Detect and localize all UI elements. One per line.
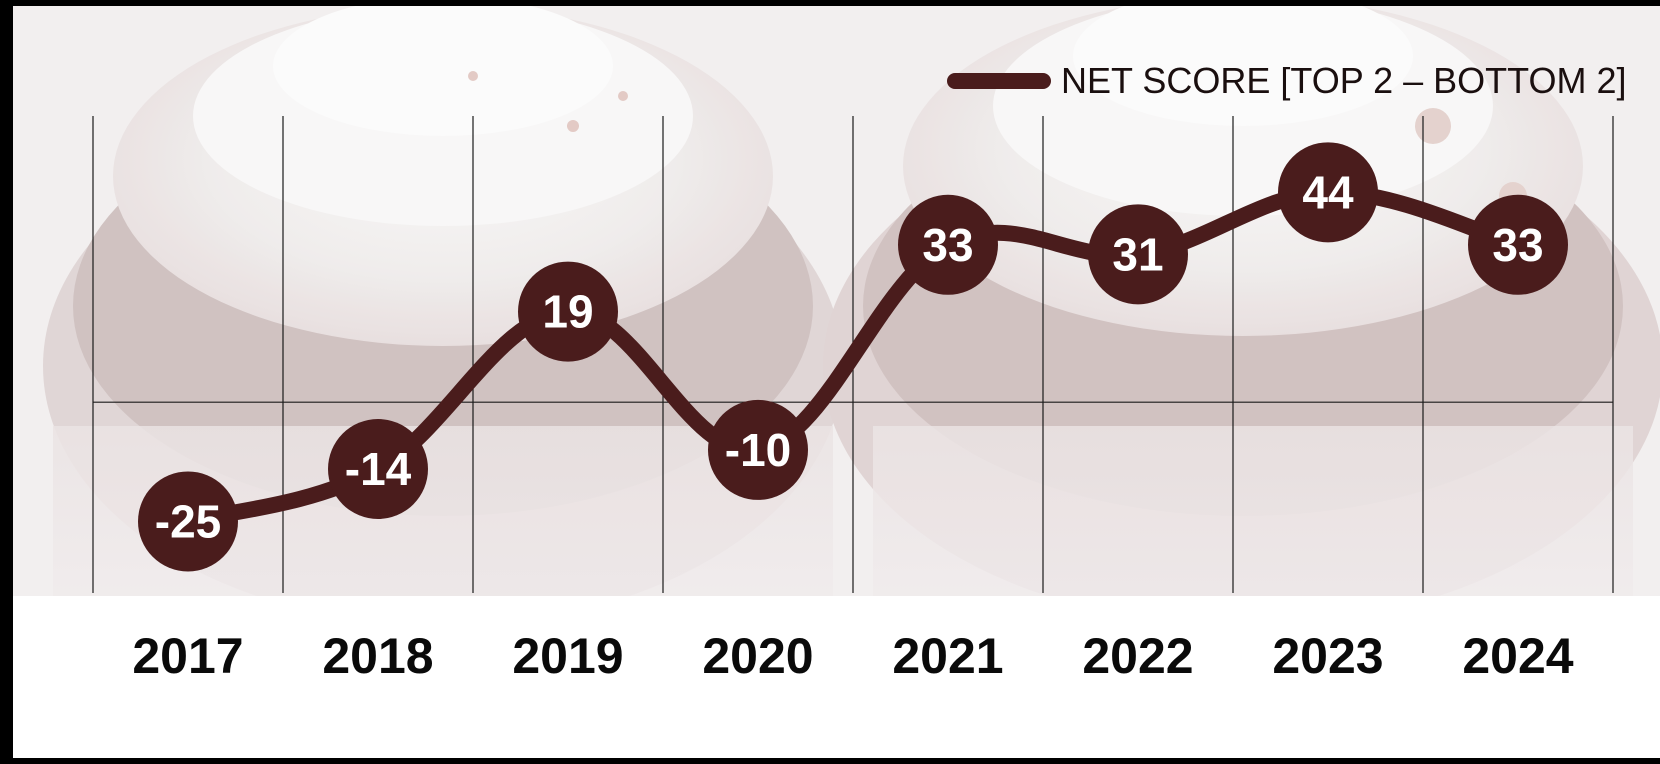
data-point-label: -25 <box>155 495 221 547</box>
data-point-marker <box>898 194 998 295</box>
data-point-label: -14 <box>345 443 412 495</box>
data-point-marker <box>518 261 618 362</box>
x-tick-label: 2020 <box>702 628 813 684</box>
x-tick-label: 2023 <box>1272 628 1383 684</box>
data-point-label: 44 <box>1302 166 1354 218</box>
data-point-marker <box>1468 194 1568 295</box>
x-axis-labels: 2017 2018 2019 2020 2021 2022 2023 2024 <box>132 628 1573 684</box>
legend-label: NET SCORE [TOP 2 – BOTTOM 2] <box>1061 60 1627 101</box>
data-point-label: 31 <box>1112 228 1163 280</box>
data-point-marker <box>708 399 808 500</box>
cupcake-photo-background <box>13 6 1660 626</box>
data-point-label: 19 <box>542 286 593 338</box>
x-tick-label: 2022 <box>1082 628 1193 684</box>
x-tick-label: 2019 <box>512 628 623 684</box>
data-point-label: -10 <box>725 424 791 476</box>
data-point-label: 33 <box>922 219 973 271</box>
data-point-marker <box>1088 204 1188 305</box>
grid-lines <box>92 116 1614 593</box>
data-point-marker <box>328 418 428 519</box>
axis-band <box>13 596 1660 758</box>
data-markers: -25 -14 19 -10 33 31 44 33 <box>138 142 1568 572</box>
net-score-chart: -25 -14 19 -10 33 31 44 33 2017 2018 2019 2020 2021… <box>13 6 1660 758</box>
x-tick-label: 2021 <box>892 628 1003 684</box>
legend: NET SCORE [TOP 2 – BOTTOM 2] <box>947 60 1627 101</box>
data-point-marker <box>138 471 238 572</box>
x-tick-label: 2024 <box>1462 628 1573 684</box>
data-point-marker <box>1278 142 1378 243</box>
x-tick-label: 2017 <box>132 628 243 684</box>
data-point-label: 33 <box>1492 219 1543 271</box>
x-tick-label: 2018 <box>322 628 433 684</box>
